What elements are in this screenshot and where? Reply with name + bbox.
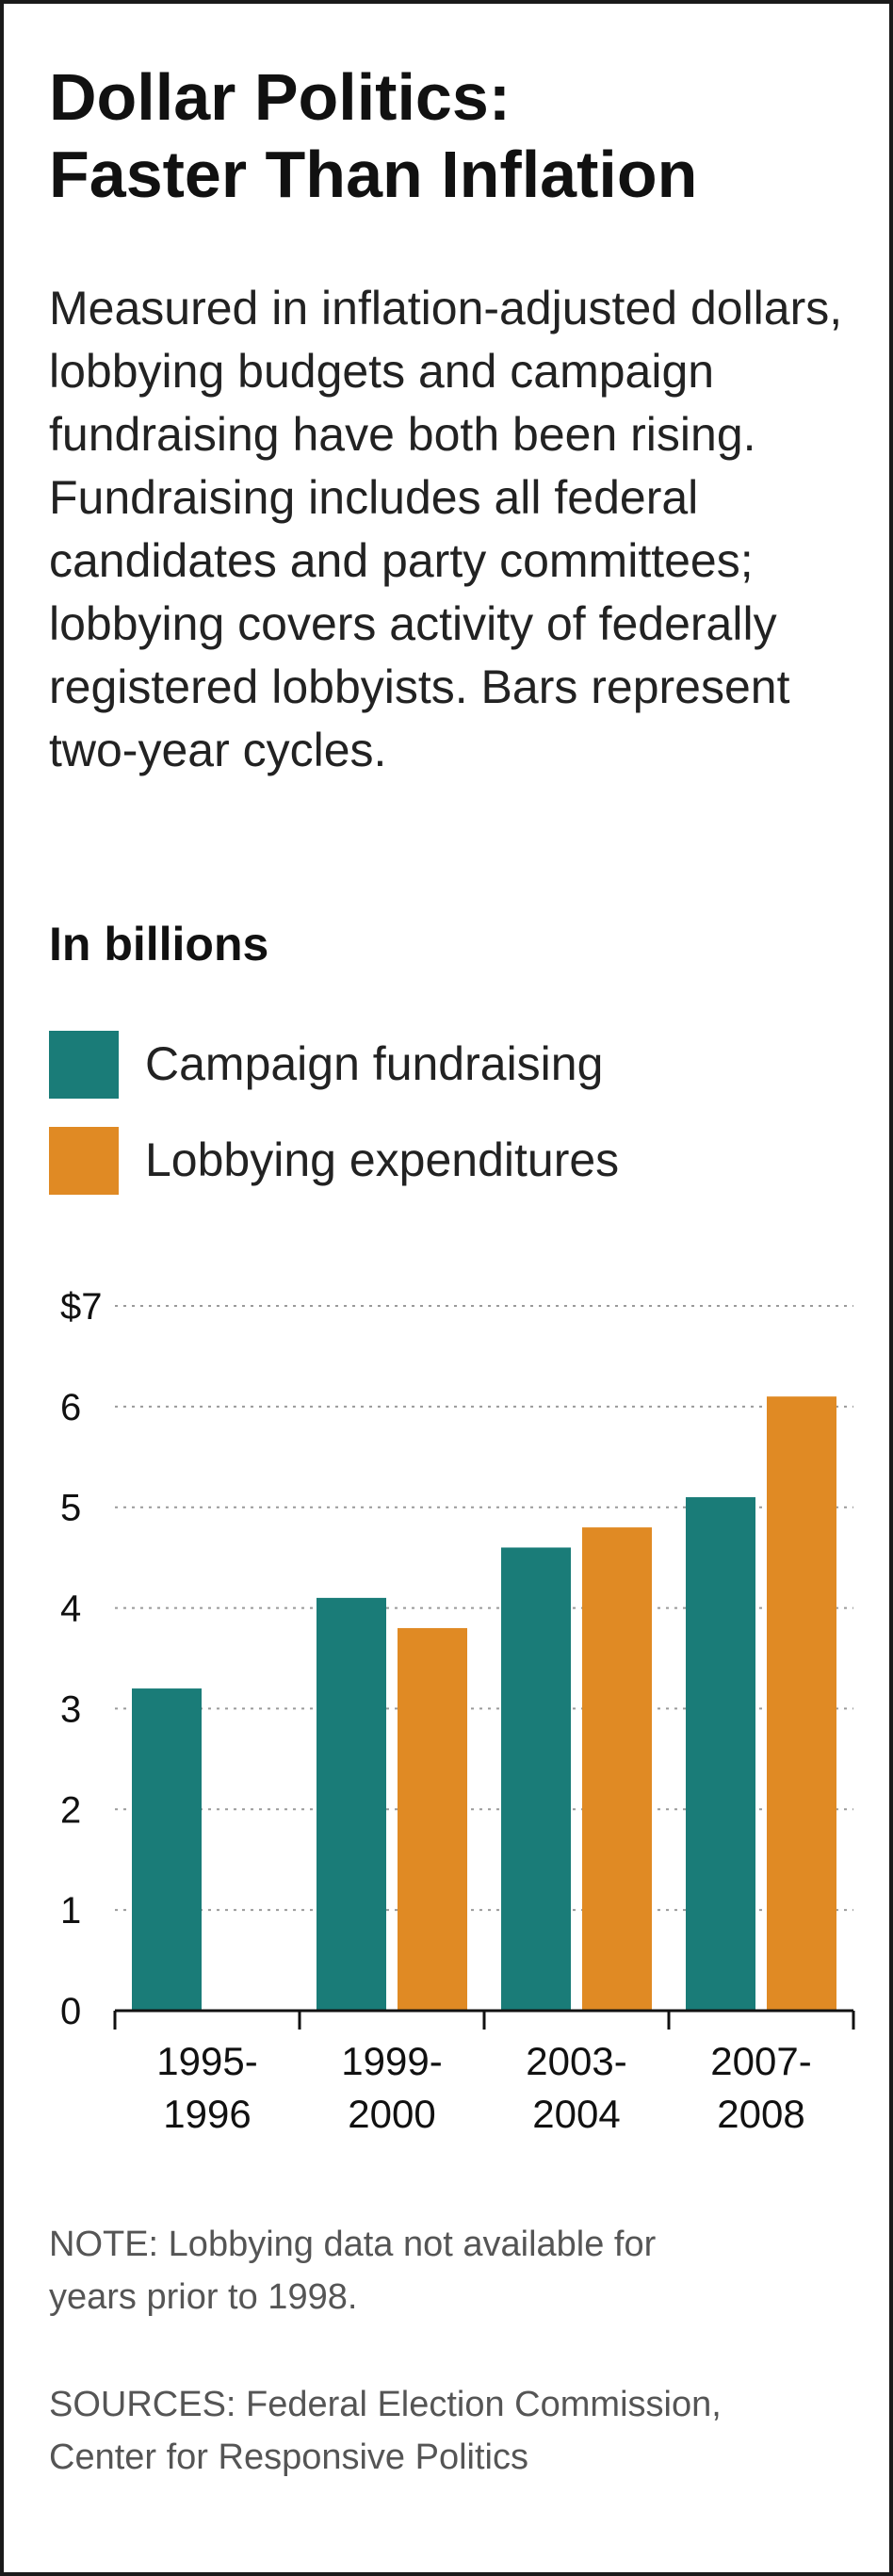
- bar-lobbying: [398, 1627, 467, 2011]
- legend-swatch-lobbying: [49, 1127, 119, 1195]
- y-tick-label: 2: [60, 1789, 81, 1831]
- bars: [132, 1396, 836, 2011]
- note-line-1: NOTE: Lobbying data not available for: [49, 2225, 657, 2264]
- chart-sources: SOURCES: Federal Election Commission, Ce…: [49, 2378, 859, 2484]
- units-label: In billions: [49, 918, 269, 970]
- x-tick-label: 2000: [348, 2092, 435, 2136]
- title-line-2: Faster Than Inflation: [49, 138, 698, 211]
- bar-lobbying: [767, 1396, 836, 2011]
- title-line-1: Dollar Politics:: [49, 60, 511, 134]
- y-tick-label: 6: [60, 1387, 81, 1428]
- x-tick-label: 1996: [163, 2092, 251, 2136]
- y-tick-label: 5: [60, 1488, 81, 1529]
- bar-campaign: [686, 1497, 755, 2011]
- page-title: Dollar Politics: Faster Than Inflation: [49, 58, 878, 213]
- bar-campaign: [132, 1688, 202, 2011]
- x-tick-label: 2004: [532, 2092, 620, 2136]
- y-tick-label: 4: [60, 1589, 81, 1630]
- legend-swatch-campaign: [49, 1031, 119, 1099]
- axes: [113, 2009, 855, 2030]
- legend-label-lobbying: Lobbying expenditures: [145, 1133, 620, 1186]
- legend-label-campaign: Campaign fundraising: [145, 1037, 604, 1090]
- y-tick-label: 1: [60, 1890, 81, 1932]
- bar-campaign: [317, 1597, 386, 2011]
- bar-chart: 0 1 2 3 4 5 6 $7 1995- 1996 1999- 2000 2003- 2004 2007…: [60, 1286, 855, 2136]
- bar-lobbying: [582, 1527, 652, 2011]
- tick-labels: 0 1 2 3 4 5 6 $7 1995- 1996 1999- 2000 2003- 2004 2007…: [60, 1286, 812, 2136]
- x-tick-label: 2003-: [526, 2039, 626, 2083]
- y-tick-label: 3: [60, 1688, 81, 1730]
- x-tick-label: 2008: [717, 2092, 804, 2136]
- y-tick-label: 0: [60, 1991, 81, 2032]
- sources-line-1: SOURCES: Federal Election Commission,: [49, 2385, 722, 2424]
- note-line-2: years prior to 1998.: [49, 2277, 358, 2317]
- sources-line-2: Center for Responsive Politics: [49, 2437, 528, 2477]
- chart-description: Measured in inflation-adjusted dollars, …: [49, 282, 843, 776]
- y-tick-label: $7: [60, 1286, 103, 1328]
- chart-note: NOTE: Lobbying data not available for ye…: [49, 2218, 859, 2323]
- bar-campaign: [501, 1547, 571, 2011]
- x-tick-label: 2007-: [710, 2039, 811, 2083]
- x-tick-label: 1995-: [156, 2039, 257, 2083]
- x-tick-label: 1999-: [341, 2039, 442, 2083]
